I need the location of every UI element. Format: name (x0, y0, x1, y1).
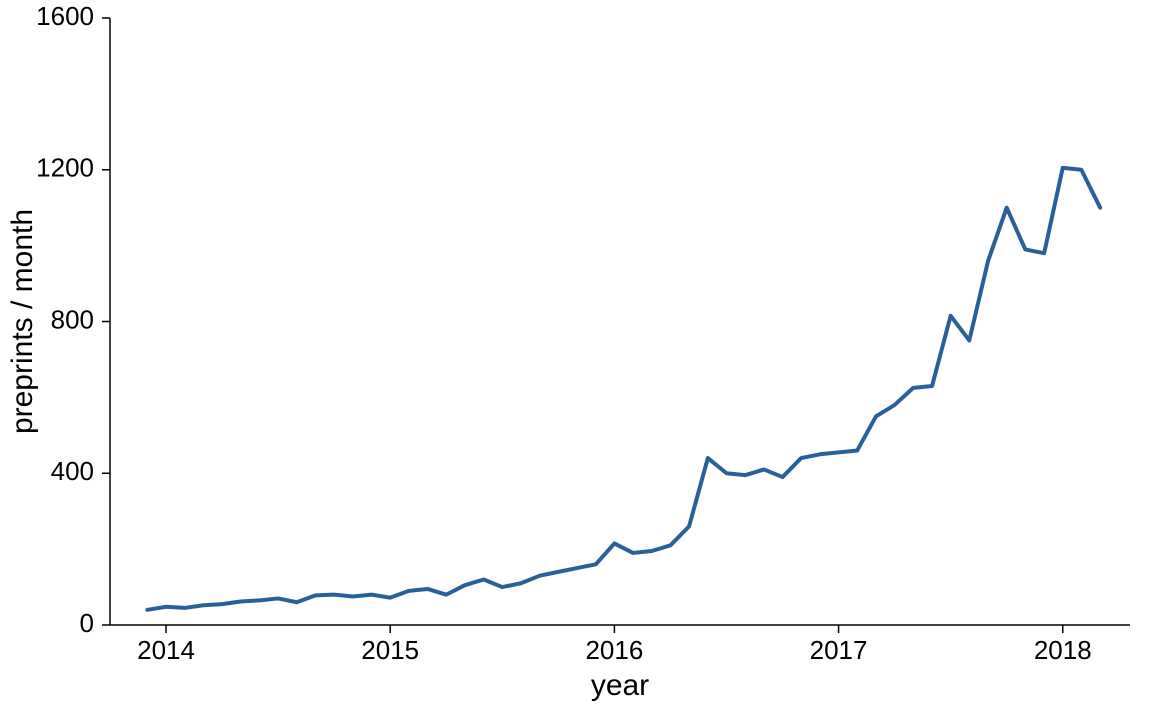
y-tick-label: 1600 (36, 1, 94, 31)
line-chart: 0 400 800 1200 1600 2014 2015 2016 2017 2018 year p… (0, 0, 1152, 711)
y-tick-label: 0 (80, 608, 94, 638)
x-tick-label: 2015 (361, 635, 419, 665)
chart-svg: 0 400 800 1200 1600 2014 2015 2016 2017 2018 year p… (0, 0, 1152, 711)
x-tick-label: 2017 (810, 635, 868, 665)
x-tick-label: 2018 (1034, 635, 1092, 665)
y-tick-label: 800 (51, 304, 94, 334)
chart-background (0, 0, 1152, 711)
x-tick-label: 2014 (137, 635, 195, 665)
y-tick-label: 1200 (36, 153, 94, 183)
y-tick-label: 400 (51, 456, 94, 486)
x-tick-label: 2016 (585, 635, 643, 665)
x-axis-label: year (591, 669, 649, 702)
y-axis-label: preprints / month (6, 209, 39, 434)
